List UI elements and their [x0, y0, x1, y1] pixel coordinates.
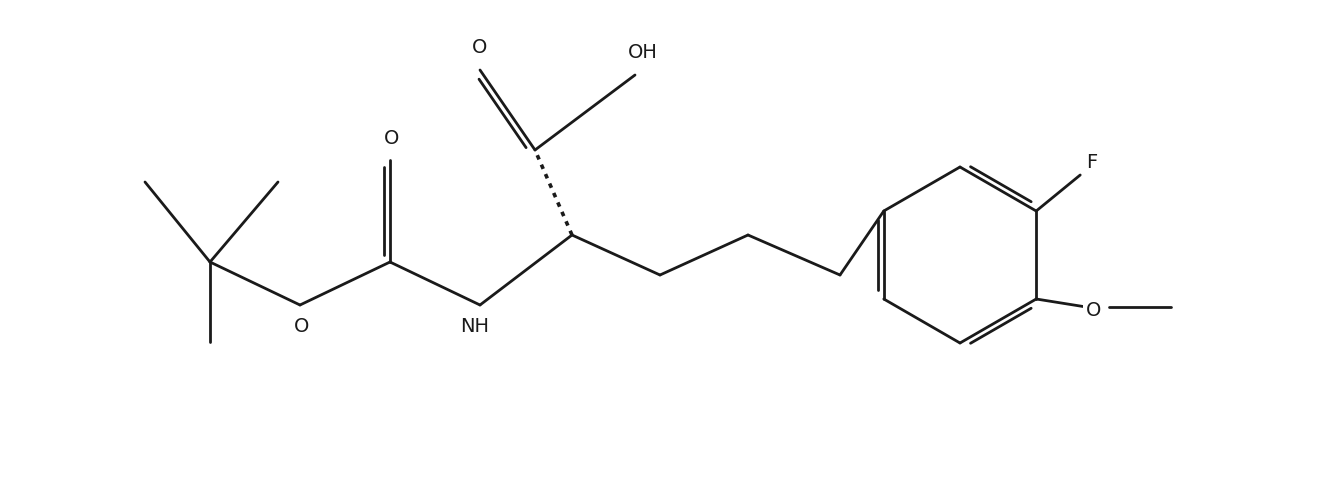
Text: O: O: [1086, 300, 1101, 319]
Text: O: O: [294, 318, 310, 337]
Text: O: O: [472, 39, 488, 57]
Text: NH: NH: [460, 318, 489, 337]
Text: OH: OH: [629, 44, 658, 63]
Text: O: O: [385, 128, 399, 147]
Text: F: F: [1086, 153, 1098, 172]
